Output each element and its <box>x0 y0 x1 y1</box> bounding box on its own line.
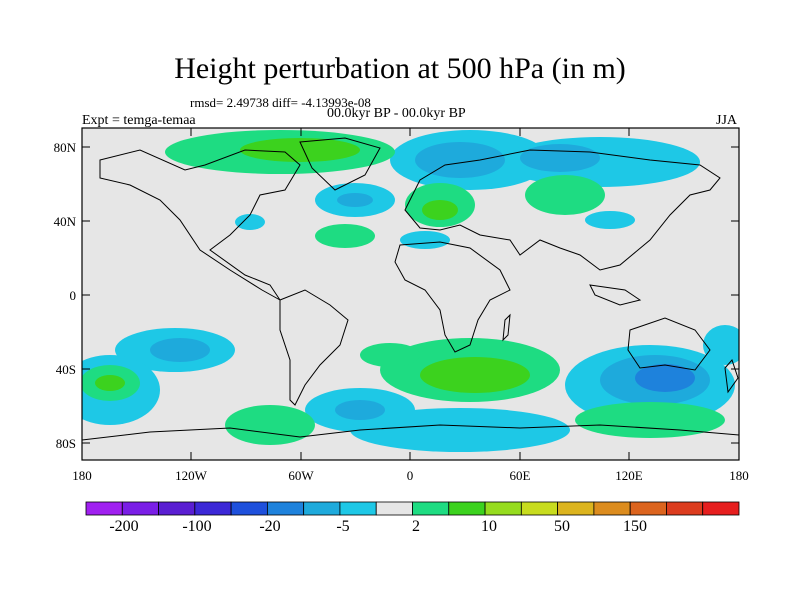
lat-label-40n: 40N <box>53 214 76 229</box>
lon-label-60w: 60W <box>288 468 314 483</box>
colorbar-swatch <box>266 501 305 516</box>
colorbar-swatch <box>593 501 631 516</box>
lon-label-180e: 180 <box>729 468 749 483</box>
colorbar-label: -5 <box>336 518 350 535</box>
colorbar-label: 50 <box>554 518 570 535</box>
period-text: 00.0kyr BP - 00.0kyr BP <box>327 106 466 121</box>
coastlines <box>82 137 739 441</box>
colorbar-swatch <box>629 501 667 516</box>
colorbar-label: 150 <box>623 518 647 535</box>
colorbar-swatch <box>375 501 413 516</box>
strong-positive-cores <box>95 138 530 393</box>
colorbar-swatch <box>194 501 232 516</box>
lon-label-60e: 60E <box>509 468 531 483</box>
colorbar-swatch <box>121 501 159 516</box>
experiment-label: Expt = temga-temaa <box>82 113 196 128</box>
colorbar <box>85 501 740 516</box>
colorbar-swatch <box>520 501 559 516</box>
map-title: Height perturbation at 500 hPa (in m) <box>174 52 626 85</box>
season-label: JJA <box>716 113 738 128</box>
colorbar-swatch <box>666 501 704 516</box>
lat-label-0: 0 <box>69 288 77 303</box>
lat-label-80n: 80N <box>53 140 76 155</box>
stats-text: rmsd= 2.49738 diff= -4.13993e-08 <box>190 95 371 110</box>
colorbar-swatch <box>557 501 595 516</box>
lat-tick-marks <box>82 146 739 444</box>
colorbar-swatch <box>412 501 450 516</box>
lon-label-120w: 120W <box>175 468 207 483</box>
lat-label-80s: 80S <box>55 436 76 451</box>
colorbar-swatch <box>158 501 196 516</box>
lat-label-40s: 40S <box>55 362 76 377</box>
lon-tick-marks <box>190 128 630 460</box>
colorbar-label: -200 <box>109 518 139 535</box>
lon-label-120e: 120E <box>615 468 643 483</box>
lon-label-180w: 180 <box>72 468 92 483</box>
colorbar-swatch <box>702 501 740 516</box>
deep-negative-core <box>635 364 695 392</box>
colorbar-swatch <box>230 501 268 516</box>
colorbar-swatch <box>484 501 522 516</box>
colorbar-label: 2 <box>412 518 420 535</box>
colorbar-label: -100 <box>182 518 212 535</box>
colorbar-swatch <box>85 501 123 516</box>
colorbar-swatch <box>303 501 341 516</box>
lon-label-0: 0 <box>406 468 414 483</box>
colorbar-swatch <box>339 501 377 516</box>
colorbar-label: -20 <box>259 518 281 535</box>
colorbar-swatch <box>448 501 486 516</box>
colorbar-label: 10 <box>481 518 497 535</box>
